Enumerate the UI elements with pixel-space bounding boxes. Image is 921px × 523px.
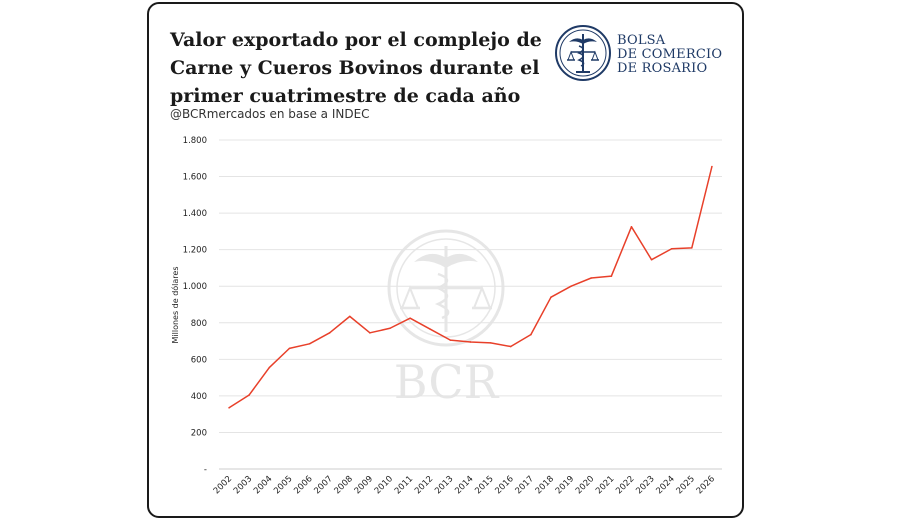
x-axis-ticks: 2002200320042005200620072008200920102011… bbox=[212, 474, 717, 496]
y-axis-label: Millones de dólares bbox=[170, 266, 180, 343]
data-point bbox=[590, 277, 593, 279]
data-point bbox=[409, 317, 411, 320]
logo-line-3: DE ROSARIO bbox=[617, 61, 708, 76]
data-point bbox=[328, 332, 331, 334]
data-point bbox=[369, 332, 371, 334]
x-tick-label: 2009 bbox=[353, 474, 375, 496]
x-tick-label: 2008 bbox=[333, 474, 355, 496]
y-tick-label: 200 bbox=[191, 428, 207, 438]
x-tick-label: 2010 bbox=[373, 474, 395, 496]
y-tick-label: 1.600 bbox=[183, 173, 207, 183]
data-point bbox=[550, 296, 552, 298]
data-point bbox=[348, 315, 351, 318]
x-tick-label: 2002 bbox=[212, 474, 234, 496]
watermark-text: BCR bbox=[394, 355, 500, 409]
y-tick-label: 800 bbox=[191, 319, 207, 329]
watermark: BCR bbox=[387, 229, 505, 409]
gridlines bbox=[219, 139, 722, 470]
x-tick-label: 2018 bbox=[534, 474, 556, 496]
x-tick-label: 2019 bbox=[554, 474, 576, 496]
x-tick-label: 2022 bbox=[614, 474, 636, 496]
data-point bbox=[650, 258, 653, 261]
data-point bbox=[691, 247, 693, 249]
x-tick-label: 2025 bbox=[675, 474, 697, 496]
title-line-2: Carne y Cueros Bovinos durante el bbox=[170, 57, 540, 79]
caduceus-scales-seal-icon bbox=[387, 229, 505, 347]
x-tick-label: 2012 bbox=[413, 474, 435, 496]
data-point bbox=[288, 347, 291, 350]
logo-line-1: BOLSA bbox=[617, 33, 666, 48]
x-tick-label: 2006 bbox=[292, 474, 314, 496]
x-tick-label: 2024 bbox=[654, 474, 676, 496]
title-line-1: Valor exportado por el complejo de bbox=[170, 29, 542, 51]
data-point bbox=[489, 342, 492, 344]
caduceus-scales-seal-icon bbox=[555, 25, 611, 81]
x-tick-label: 2021 bbox=[594, 474, 616, 496]
y-tick-label: 1.800 bbox=[183, 136, 207, 146]
y-tick-label: 600 bbox=[191, 355, 207, 365]
chart-title: Valor exportado por el complejo de Carne… bbox=[170, 26, 542, 110]
x-tick-label: 2015 bbox=[473, 474, 495, 496]
data-point bbox=[469, 341, 472, 343]
data-point bbox=[509, 345, 512, 348]
x-tick-label: 2017 bbox=[514, 474, 536, 496]
x-tick-label: 2023 bbox=[634, 474, 656, 496]
x-tick-label: 2005 bbox=[272, 474, 294, 496]
x-tick-label: 2026 bbox=[695, 474, 717, 496]
title-line-3: primer cuatrimestre de cada año bbox=[170, 85, 521, 107]
x-tick-label: 2016 bbox=[493, 474, 515, 496]
data-points bbox=[228, 165, 713, 409]
data-point bbox=[248, 394, 250, 396]
data-point bbox=[389, 327, 391, 330]
x-tick-label: 2007 bbox=[312, 474, 334, 496]
y-tick-label: 400 bbox=[191, 392, 207, 402]
data-point bbox=[228, 406, 230, 409]
data-point bbox=[711, 165, 713, 168]
data-point bbox=[570, 285, 572, 288]
y-axis-ticks: - 200 400 600 800 1.000 1.200 1.400 1.600 1.800 bbox=[183, 136, 207, 475]
x-tick-label: 2014 bbox=[453, 474, 475, 496]
y-tick-label: - bbox=[204, 465, 207, 475]
x-tick-label: 2011 bbox=[393, 474, 415, 496]
y-tick-label: 1.200 bbox=[183, 246, 207, 256]
data-point bbox=[308, 342, 311, 345]
data-point bbox=[449, 339, 452, 341]
bcr-logo: BOLSA DE COMERCIO DE ROSARIO bbox=[554, 24, 734, 84]
x-tick-label: 2004 bbox=[252, 474, 274, 496]
logo-line-2: DE COMERCIO bbox=[617, 47, 723, 62]
data-point bbox=[670, 247, 673, 250]
y-tick-label: 1.000 bbox=[183, 282, 207, 292]
x-tick-label: 2013 bbox=[433, 474, 455, 496]
chart-subtitle: @BCRmercados en base a INDEC bbox=[170, 107, 370, 121]
x-tick-label: 2003 bbox=[232, 474, 254, 496]
x-tick-label: 2020 bbox=[574, 474, 596, 496]
data-point bbox=[268, 366, 271, 369]
logo-text: BOLSA DE COMERCIO DE ROSARIO bbox=[617, 34, 722, 76]
data-point bbox=[630, 226, 633, 228]
y-tick-label: 1.400 bbox=[183, 209, 207, 219]
data-point bbox=[429, 328, 432, 330]
data-point bbox=[610, 275, 613, 277]
data-point bbox=[530, 333, 532, 336]
